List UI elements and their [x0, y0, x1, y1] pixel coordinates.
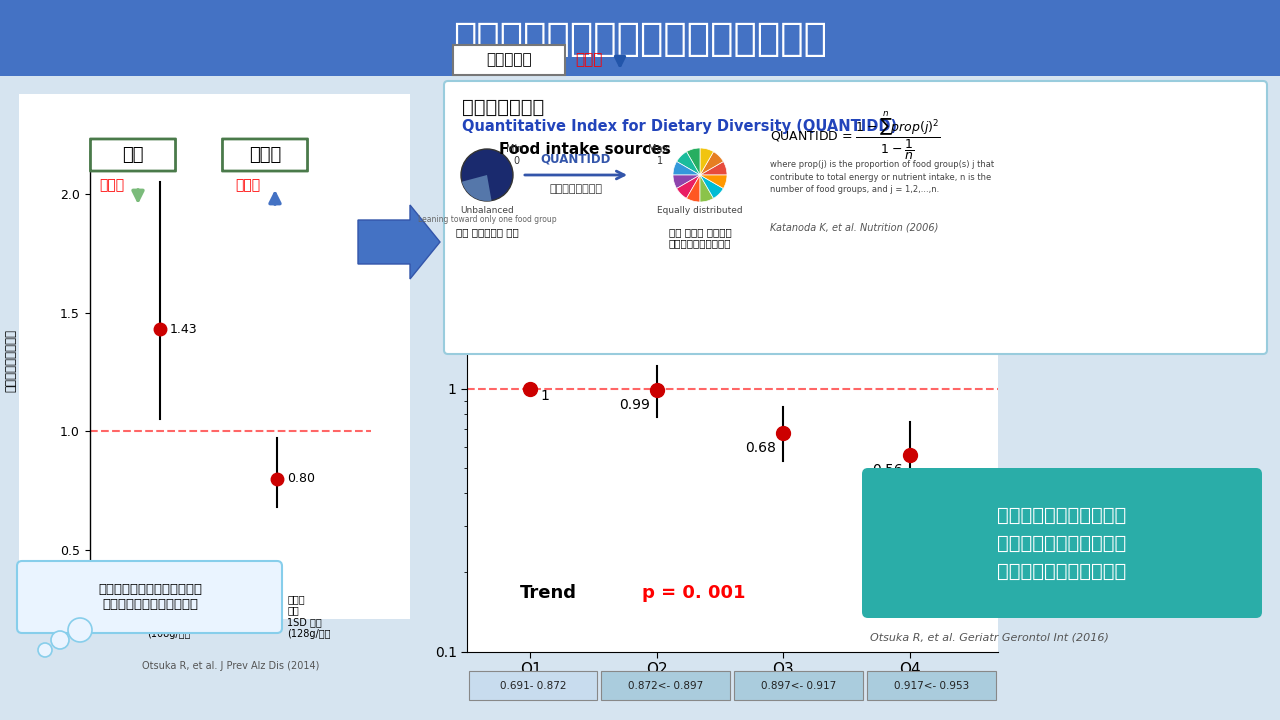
Text: Equally distributed: Equally distributed: [657, 206, 742, 215]
Circle shape: [68, 618, 92, 642]
Text: Leaning toward only one food group: Leaning toward only one food group: [417, 215, 557, 224]
Wedge shape: [462, 175, 492, 201]
Circle shape: [461, 149, 513, 201]
Text: where prop(j) is the proportion of food group(s) j that
contribute to total ener: where prop(j) is the proportion of food …: [771, 160, 995, 194]
Text: 0.872<- 0.897: 0.872<- 0.897: [628, 681, 704, 690]
Text: 穀類
摂取
1SD 増加
(108g/日）: 穀類 摂取 1SD 増加 (108g/日）: [147, 594, 191, 639]
Bar: [468, 671, 598, 701]
Wedge shape: [700, 175, 713, 202]
Text: 中高年期に様々な食品を
摂取することは、認知機
能低下リスクを抑制する: 中高年期に様々な食品を 摂取することは、認知機 能低下リスクを抑制する: [997, 505, 1126, 580]
Text: 例） 穀類のみの 食事: 例） 穀類のみの 食事: [456, 227, 518, 237]
Text: p = 0. 001: p = 0. 001: [643, 585, 746, 603]
Text: 1: 1: [540, 389, 549, 402]
Text: 乳製品
摂取
1SD 増加
(128g/日）: 乳製品 摂取 1SD 増加 (128g/日）: [288, 594, 332, 639]
Text: 1.43: 1.43: [169, 323, 197, 336]
Text: 0.56: 0.56: [872, 463, 902, 477]
Wedge shape: [700, 148, 713, 175]
Wedge shape: [686, 148, 700, 175]
Wedge shape: [700, 175, 727, 189]
Text: Quantitative Index for Dietary Diversity (QUANTIDD): Quantitative Index for Dietary Diversity…: [462, 119, 897, 134]
FancyBboxPatch shape: [861, 468, 1262, 618]
FancyBboxPatch shape: [15, 89, 413, 624]
Text: Trend: Trend: [520, 585, 577, 603]
Text: Unbalanced: Unbalanced: [460, 206, 513, 215]
Wedge shape: [673, 175, 700, 189]
Text: 乳製品: 乳製品: [248, 146, 282, 164]
FancyBboxPatch shape: [444, 81, 1267, 354]
Text: 0.99: 0.99: [620, 398, 650, 412]
Bar: [602, 671, 730, 701]
Text: Min.
0: Min. 0: [506, 144, 526, 166]
Text: 0.917<- 0.953: 0.917<- 0.953: [893, 681, 969, 690]
Wedge shape: [677, 175, 700, 199]
FancyBboxPatch shape: [453, 45, 564, 75]
Text: Otsuka R, et al. Geriatr Gerontol Int (2016): Otsuka R, et al. Geriatr Gerontol Int (2…: [870, 632, 1108, 642]
Text: Otsuka R, et al. J Prev Alz Dis (2014): Otsuka R, et al. J Prev Alz Dis (2014): [142, 661, 319, 670]
Text: QUANTIDD: QUANTIDD: [541, 153, 611, 166]
FancyBboxPatch shape: [223, 139, 307, 171]
Text: Food intake sources: Food intake sources: [499, 142, 671, 157]
Bar: [735, 671, 863, 701]
Wedge shape: [700, 161, 727, 175]
Text: QUANTIDD = $\dfrac{1-\sum^n prop(j)^2}{1-\dfrac{1}{n}}$: QUANTIDD = $\dfrac{1-\sum^n prop(j)^2}{1…: [771, 110, 941, 162]
Wedge shape: [673, 161, 700, 175]
Text: 0.897<- 0.917: 0.897<- 0.917: [760, 681, 836, 690]
Wedge shape: [686, 175, 700, 202]
Text: 認知機能低下リスク: 認知機能低下リスク: [4, 328, 17, 392]
FancyBboxPatch shape: [17, 561, 282, 633]
Text: 穀類: 穀類: [123, 146, 143, 164]
Text: 例） 多種の 食品群を
バランスよく含む食事: 例） 多種の 食品群を バランスよく含む食事: [668, 227, 731, 248]
Text: 食多様性スコア 上昇に伴う
認知機能低下リスク＊: 食多様性スコア 上昇に伴う 認知機能低下リスク＊: [676, 243, 790, 275]
Wedge shape: [700, 175, 723, 199]
Text: Katanoda K, et al. Nutrition (2006): Katanoda K, et al. Nutrition (2006): [771, 222, 938, 232]
FancyBboxPatch shape: [91, 139, 175, 171]
Text: 0.691- 0.872: 0.691- 0.872: [499, 681, 566, 690]
Circle shape: [38, 643, 52, 657]
Text: Max.
1: Max. 1: [649, 144, 672, 166]
Text: リスク: リスク: [100, 178, 124, 192]
Text: リスク: リスク: [236, 178, 261, 192]
Bar: [867, 671, 996, 701]
Polygon shape: [358, 205, 440, 279]
Text: 0.80: 0.80: [287, 472, 315, 485]
Wedge shape: [700, 152, 723, 175]
Text: 食多様性スコア: 食多様性スコア: [462, 98, 544, 117]
Circle shape: [51, 631, 69, 649]
Text: リスク: リスク: [575, 53, 603, 68]
Text: 0.68: 0.68: [745, 441, 777, 455]
Text: 副菜（おかず）が多い食事が
認知機能低下予防に有効？: 副菜（おかず）が多い食事が 認知機能低下予防に有効？: [99, 583, 202, 611]
Wedge shape: [677, 152, 700, 175]
Text: 低　食多様性　高: 低 食多様性 高: [549, 184, 603, 194]
Text: 食の多様性: 食の多様性: [486, 53, 531, 68]
Text: 認知機能低下リスクと栄養学的要因: 認知機能低下リスクと栄養学的要因: [453, 20, 827, 58]
